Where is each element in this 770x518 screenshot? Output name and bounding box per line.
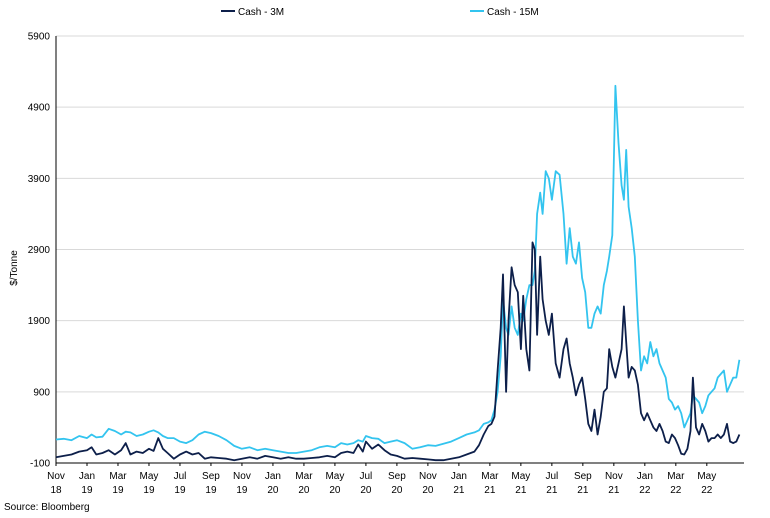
x-tick-label-year: 19 xyxy=(112,485,124,496)
x-tick-label-year: 20 xyxy=(391,485,403,496)
x-tick-label-year: 21 xyxy=(608,485,620,496)
x-tick-label-year: 21 xyxy=(546,485,558,496)
y-tick-label: 3900 xyxy=(28,174,51,185)
x-tick-label-month: May xyxy=(697,471,716,482)
series-lines xyxy=(55,84,741,462)
x-tick-label-month: May xyxy=(511,471,530,482)
series-line-cash-3m xyxy=(55,241,741,462)
x-tick-label-year: 21 xyxy=(453,485,465,496)
x-tick-label-year: 22 xyxy=(701,485,713,496)
x-tick-label-year: 19 xyxy=(143,485,155,496)
x-tick-label-month: Sep xyxy=(388,471,406,482)
x-tick-label-year: 20 xyxy=(360,485,372,496)
x-tick-label-month: Sep xyxy=(202,471,220,482)
series-line-cash-15m xyxy=(55,84,741,454)
y-axis: -100 900 1900 2900 3900 4900 5900 xyxy=(28,32,57,470)
x-tick-label-year: 19 xyxy=(205,485,217,496)
x-tick-label-month: May xyxy=(140,471,159,482)
y-tick-label: 2900 xyxy=(28,245,51,256)
x-tick-label-month: Nov xyxy=(419,471,437,482)
source-note: Source: Bloomberg xyxy=(4,502,90,513)
x-tick-label-month: Jan xyxy=(265,471,281,482)
gridlines xyxy=(56,35,744,393)
x-tick-label-month: Jan xyxy=(637,471,653,482)
x-tick-label-month: Nov xyxy=(233,471,251,482)
x-tick-label-year: 21 xyxy=(484,485,496,496)
x-tick-label-year: 20 xyxy=(298,485,310,496)
legend-label: Cash - 3M xyxy=(238,7,284,18)
y-axis-title: $/Tonne xyxy=(9,250,20,286)
x-tick-label-year: 22 xyxy=(670,485,682,496)
x-tick-label-month: Jul xyxy=(360,471,373,482)
x-tick-label-month: Nov xyxy=(47,471,65,482)
x-tick-label-year: 22 xyxy=(639,485,651,496)
x-tick-label-month: Sep xyxy=(574,471,592,482)
x-tick-label-year: 19 xyxy=(174,485,186,496)
x-tick-label-year: 19 xyxy=(81,485,93,496)
x-tick-label-year: 20 xyxy=(422,485,434,496)
x-tick-label-year: 21 xyxy=(515,485,527,496)
x-axis: Nov 18 Jan 19 Mar 19 May 19 Jul 19 Sep 19 Nov 19 Jan 20… xyxy=(47,462,744,496)
y-tick-label: 5900 xyxy=(28,32,51,43)
y-tick-label: -100 xyxy=(30,459,50,470)
legend: Cash - 3M Cash - 15M xyxy=(221,7,539,18)
x-tick-label-month: Jul xyxy=(545,471,558,482)
x-tick-label-month: Mar xyxy=(295,471,313,482)
x-tick-label-year: 21 xyxy=(577,485,589,496)
x-tick-label-month: Nov xyxy=(605,471,623,482)
x-tick-label-year: 20 xyxy=(329,485,341,496)
y-tick-label: 4900 xyxy=(28,103,51,114)
y-tick-label: 1900 xyxy=(28,316,51,327)
x-tick-label-month: Jul xyxy=(174,471,187,482)
x-tick-label-month: Jan xyxy=(79,471,95,482)
x-tick-label-year: 19 xyxy=(236,485,248,496)
legend-label: Cash - 15M xyxy=(487,7,539,18)
x-tick-label-month: May xyxy=(325,471,344,482)
y-tick-label: 900 xyxy=(33,387,50,398)
x-tick-label-month: Mar xyxy=(667,471,685,482)
x-tick-label-month: Mar xyxy=(109,471,127,482)
x-tick-label-year: 18 xyxy=(50,485,62,496)
x-tick-label-year: 20 xyxy=(267,485,279,496)
x-tick-label-month: Jan xyxy=(451,471,467,482)
x-tick-label-month: Mar xyxy=(481,471,499,482)
